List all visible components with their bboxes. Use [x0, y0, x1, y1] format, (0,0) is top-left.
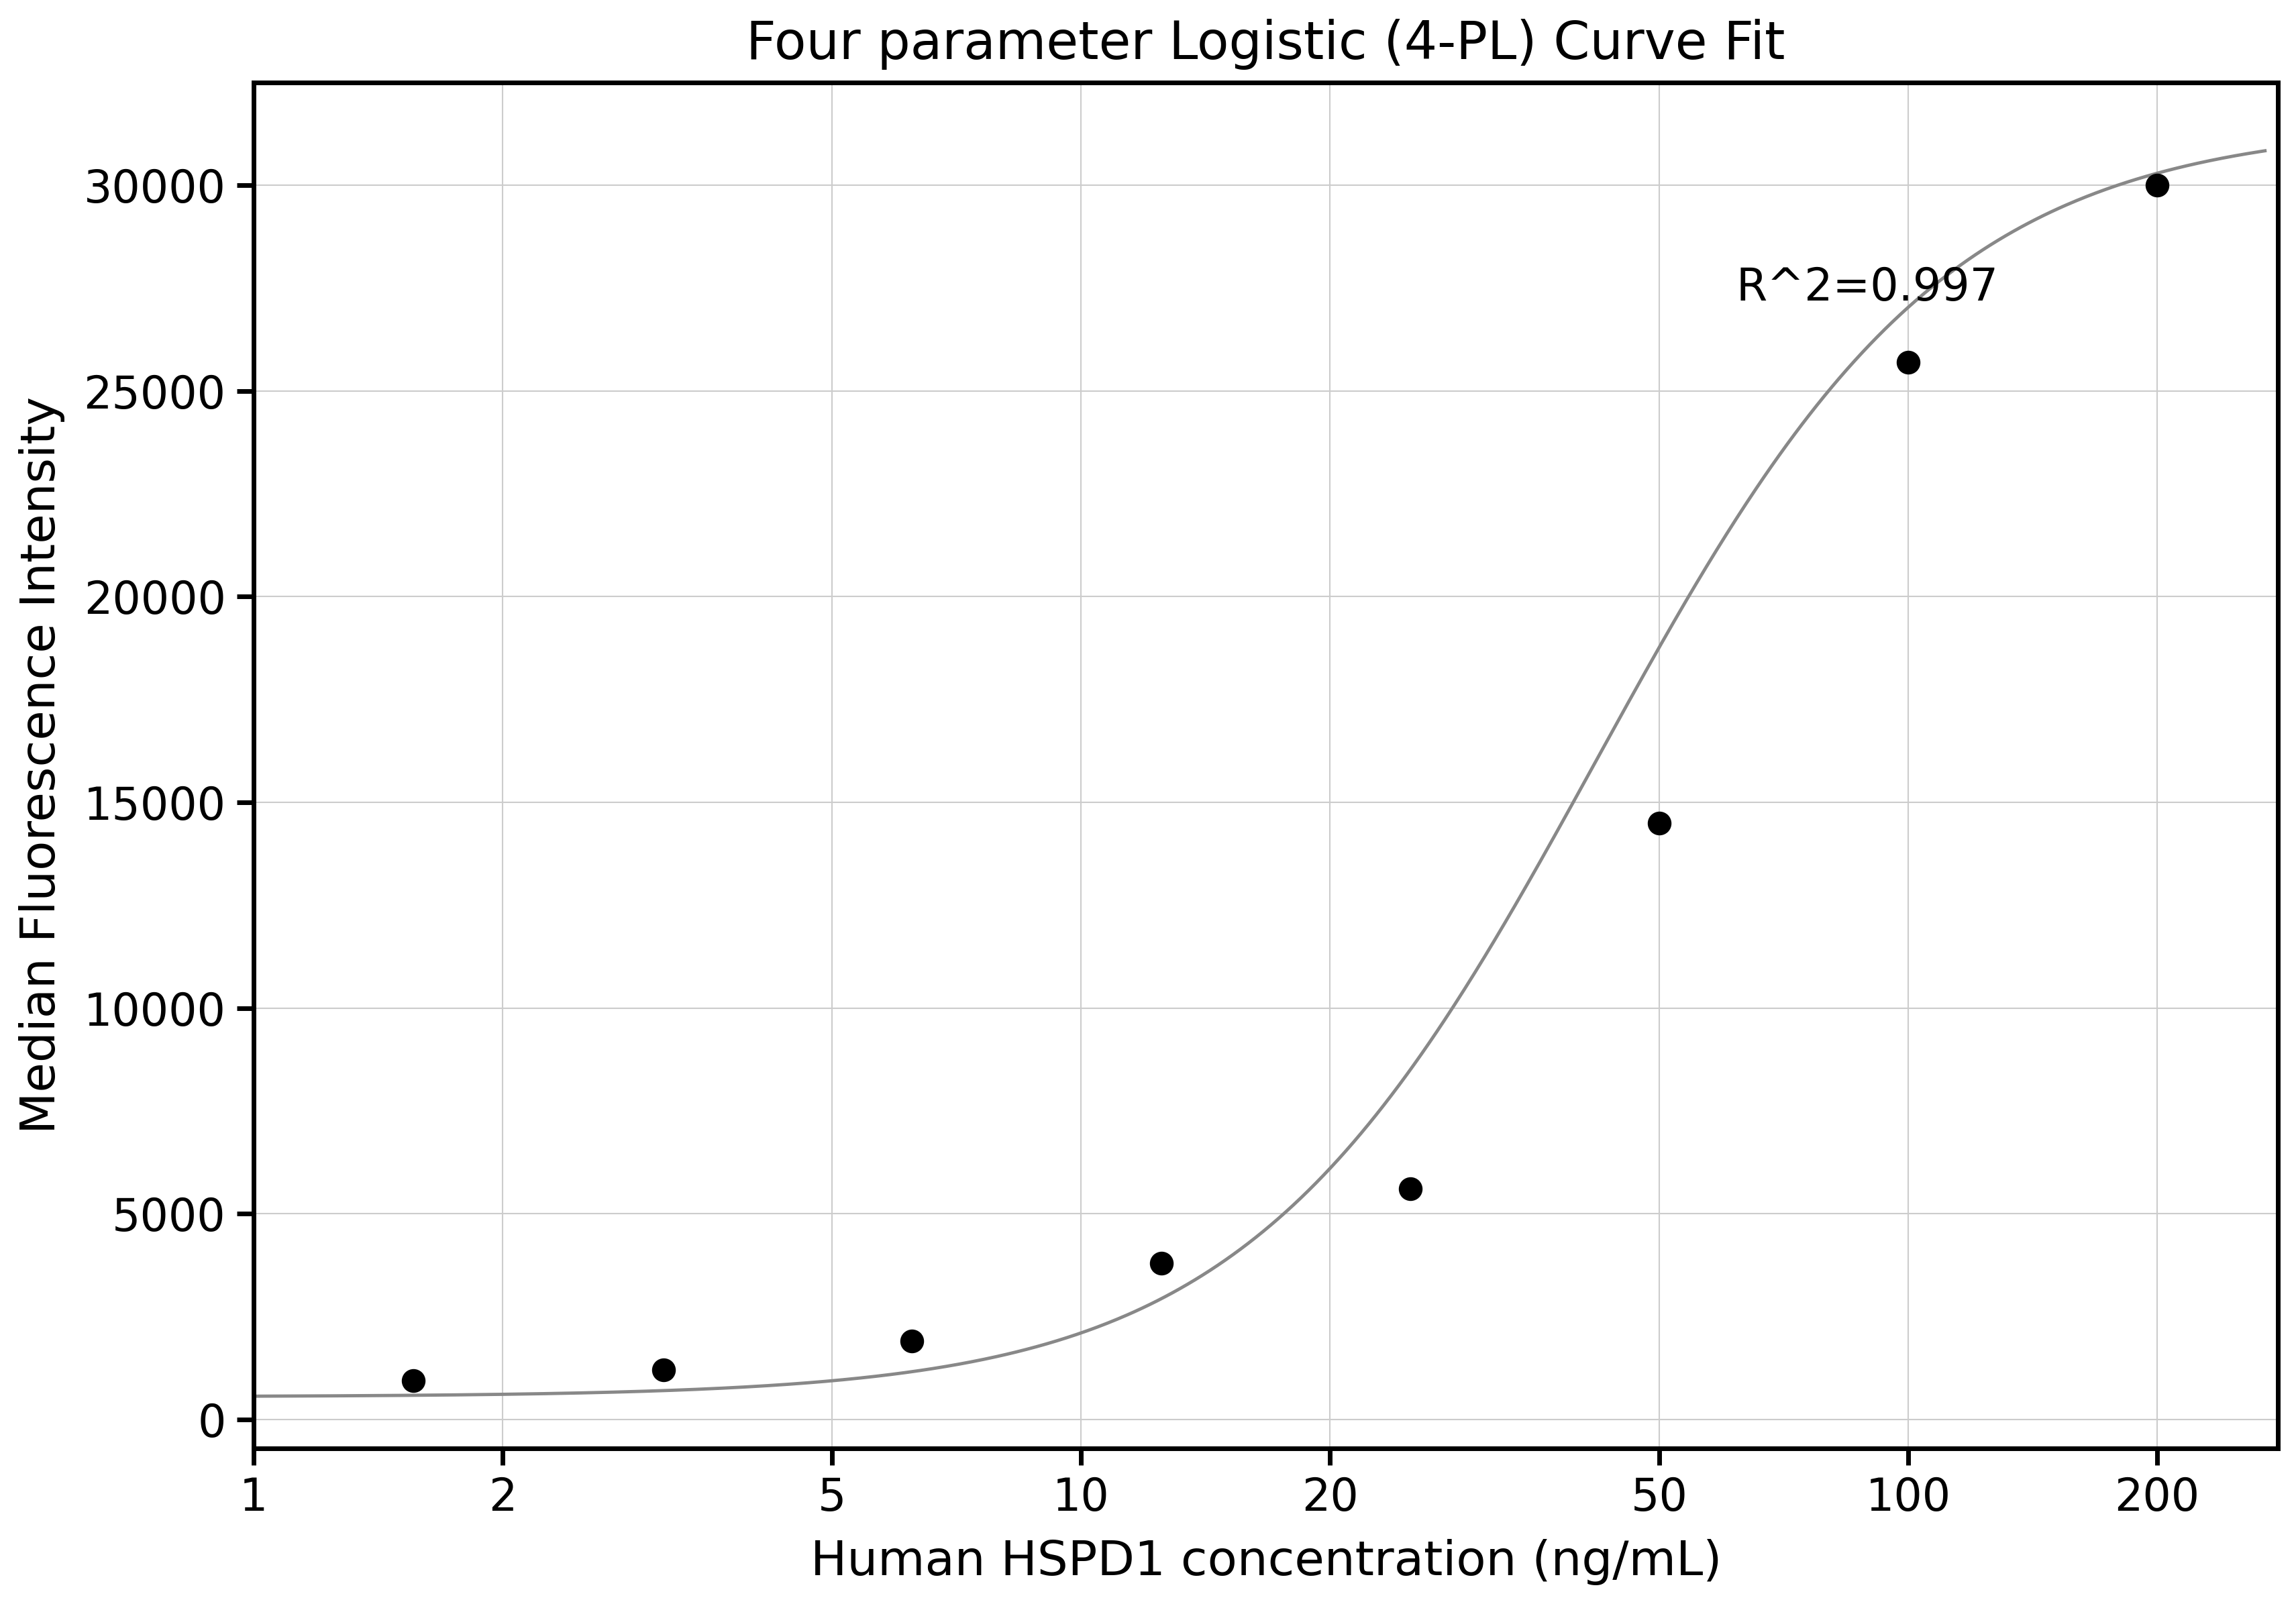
Point	[395, 1368, 432, 1394]
Point	[1890, 350, 1926, 375]
Point	[645, 1357, 682, 1383]
X-axis label: Human HSPD1 concentration (ng/mL): Human HSPD1 concentration (ng/mL)	[810, 1540, 1722, 1585]
Point	[1143, 1250, 1180, 1275]
Title: Four parameter Logistic (4-PL) Curve Fit: Four parameter Logistic (4-PL) Curve Fit	[746, 19, 1784, 69]
Point	[1391, 1176, 1428, 1201]
Point	[1639, 810, 1676, 836]
Text: R^2=0.997: R^2=0.997	[1736, 266, 1998, 310]
Point	[2138, 172, 2174, 197]
Y-axis label: Median Fluorescence Intensity: Median Fluorescence Intensity	[18, 396, 64, 1134]
Point	[893, 1328, 930, 1354]
